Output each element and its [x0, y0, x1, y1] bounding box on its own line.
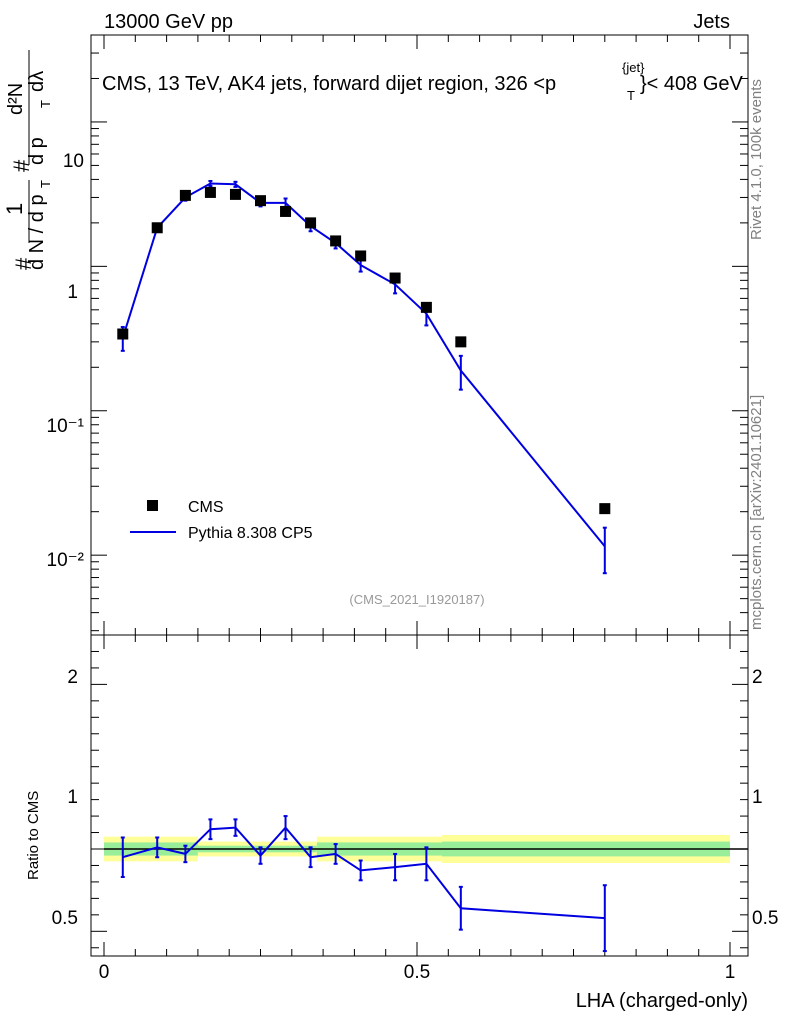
cms-data-point: [204, 186, 216, 198]
ratio-axis-ticks: [91, 635, 748, 956]
plot-title-sub: T: [627, 88, 635, 103]
rivet-info: Rivet 4.1.0, 100k events: [748, 79, 765, 240]
energy-label: 13000 GeV pp: [104, 11, 233, 33]
cms-data-point: [255, 195, 266, 207]
main-axis-ticks: [91, 34, 748, 635]
y-label-one: 1: [2, 203, 27, 215]
cms-data-point: [389, 272, 401, 284]
main-y-label: # 1 d N / d p T # d²N d p T dλ: [2, 50, 53, 270]
cms-data-point: [151, 222, 163, 234]
x-tick-labels: 0 0.5 1: [99, 962, 736, 983]
cms-data-point: [599, 503, 611, 515]
plot-title: CMS, 13 TeV, AK4 jets, forward dijet reg…: [102, 60, 744, 103]
plot-title-end: }< 408 GeV: [640, 73, 744, 95]
y-label-d2N: d²N: [5, 83, 27, 115]
mcplots-info: mcplots.cern.ch [arXiv:2401.10621]: [748, 395, 765, 630]
pythia-line: [121, 182, 606, 548]
x-tick-1: 1: [725, 962, 736, 983]
y-label-T1: T: [38, 180, 53, 188]
ratio-y-tick-labels: 2 1 0.5 2 1 0.5: [52, 667, 779, 929]
analysis-watermark: (CMS_2021_I1920187): [349, 592, 484, 607]
cms-data-point: [455, 336, 467, 348]
cms-data-point: [229, 188, 241, 200]
cms-data-point: [330, 235, 342, 247]
ratio-y-tick-2-right: 2: [752, 667, 763, 688]
cms-data-point: [420, 301, 432, 313]
plot-title-sup: {jet}: [622, 60, 645, 75]
y-label-hash1: #: [11, 257, 36, 270]
main-y-tick-1: 1: [67, 282, 78, 303]
main-y-tick-0.01: 10⁻²: [47, 550, 85, 571]
ratio-frame: [90, 634, 749, 957]
cms-data-point: [280, 205, 292, 217]
main-y-tick-10: 10: [63, 151, 84, 172]
ratio-y-label: Ratio to CMS: [25, 791, 42, 880]
y-label-hash2: #: [9, 159, 34, 172]
ratio-series: [120, 815, 607, 953]
y-label-T2: T: [38, 100, 53, 108]
ratio-y-tick-1-right: 1: [752, 787, 763, 808]
plot-title-main: CMS, 13 TeV, AK4 jets, forward dijet reg…: [102, 73, 556, 95]
ratio-panel: [90, 634, 749, 957]
y-label-dpT: d p: [26, 137, 48, 165]
cms-data-point: [355, 250, 367, 262]
main-y-tick-labels: 10 1 10⁻¹ 10⁻²: [47, 151, 85, 571]
cms-data-point: [179, 189, 191, 201]
ratio-y-tick-0.5-left: 0.5: [52, 908, 78, 929]
legend-label-cms: CMS: [188, 499, 224, 516]
y-label-dlambda: dλ: [26, 71, 48, 92]
x-axis-label: LHA (charged-only): [576, 990, 748, 1012]
x-tick-0.5: 0.5: [404, 962, 430, 983]
ratio-uncertainty-bands: [104, 835, 748, 863]
cms-data-point: [117, 328, 129, 340]
main-y-tick-0.1: 10⁻¹: [47, 416, 85, 437]
main-frame: [90, 34, 749, 636]
legend-marker-cms: [147, 500, 158, 511]
cms-data-point: [305, 217, 317, 229]
ratio-y-tick-1-left: 1: [67, 787, 78, 808]
jets-label: Jets: [693, 11, 730, 33]
ratio-line: [122, 826, 605, 920]
x-tick-0: 0: [99, 962, 110, 983]
ratio-y-tick-0.5-right: 0.5: [752, 908, 778, 929]
ratio-y-tick-2-left: 2: [67, 667, 78, 688]
legend: CMS Pythia 8.308 CP5: [130, 499, 313, 542]
main-panel: [90, 34, 749, 636]
y-label-dN-dpT: d N / d p: [26, 194, 48, 270]
main-series: [117, 179, 611, 575]
legend-label-pythia: Pythia 8.308 CP5: [188, 525, 313, 542]
